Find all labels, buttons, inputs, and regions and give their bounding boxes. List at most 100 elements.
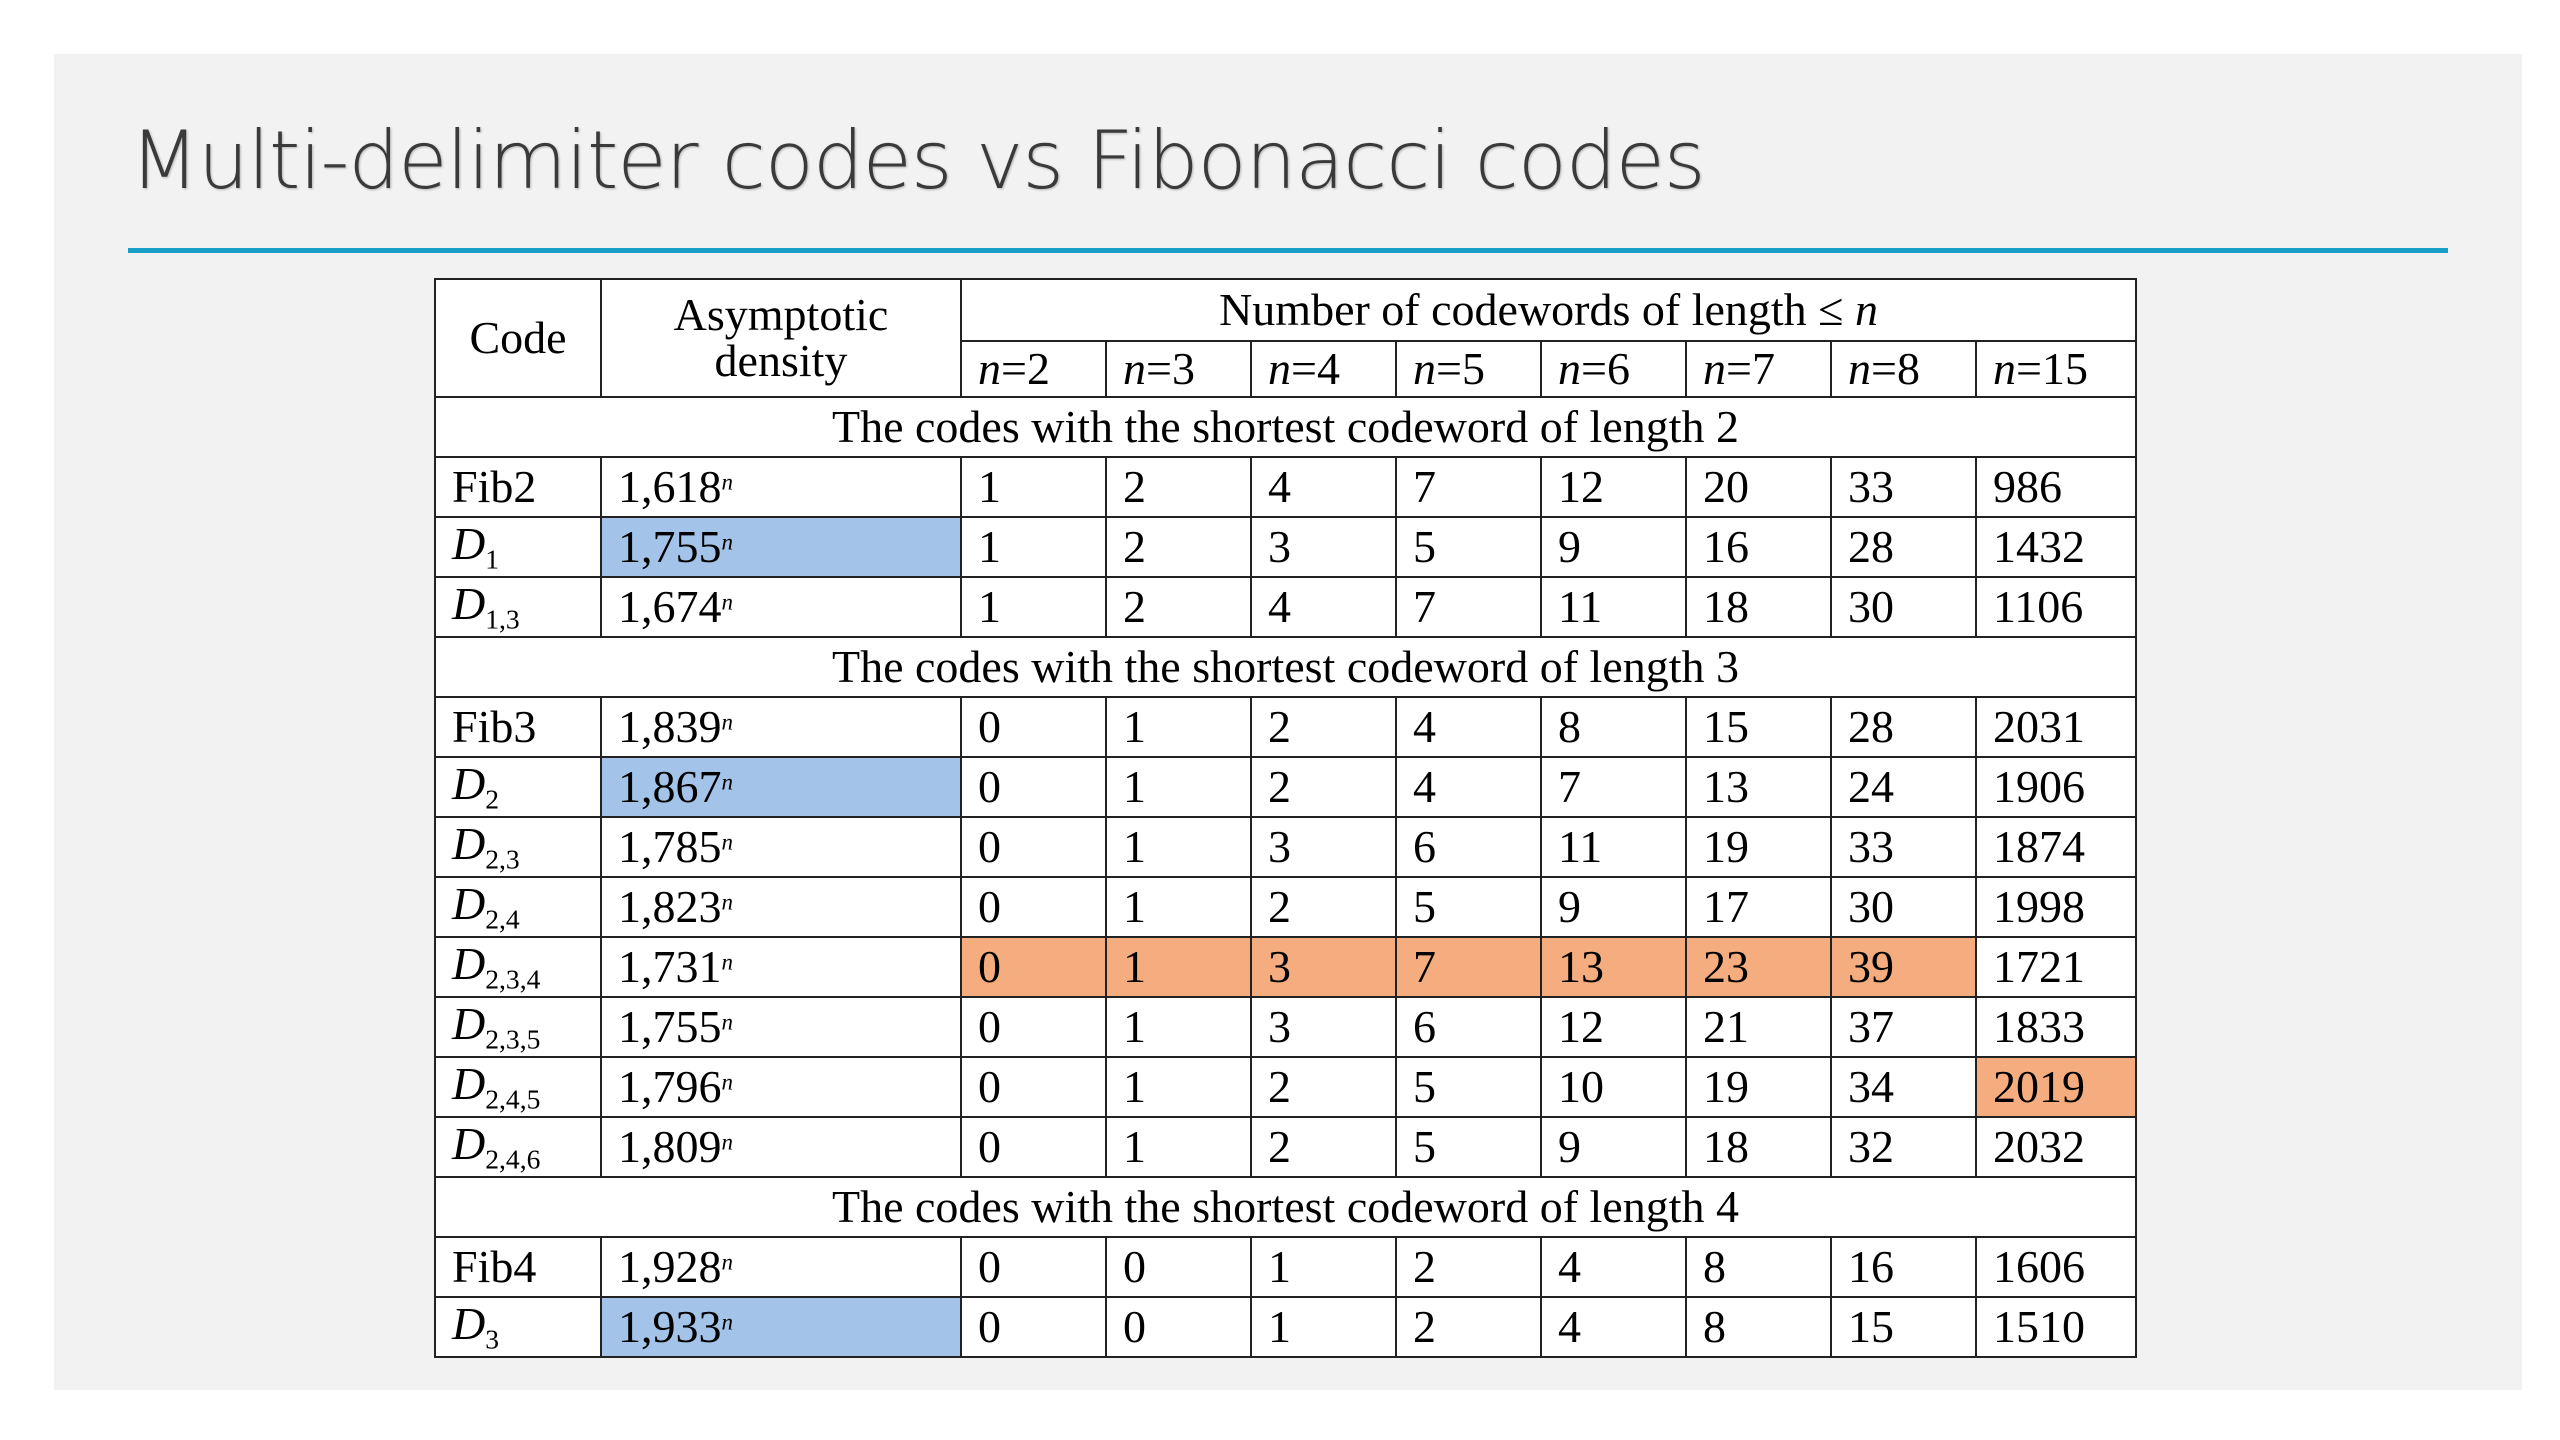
count-cell: 34 bbox=[1830, 1056, 1977, 1118]
code-cell: D1,3 bbox=[434, 576, 602, 638]
count-cell: 0 bbox=[1105, 1236, 1252, 1298]
count-cell: 1 bbox=[1105, 756, 1252, 818]
count-cell: 2032 bbox=[1975, 1116, 2137, 1178]
code-subscript: 2,3,5 bbox=[485, 1023, 541, 1055]
header-n-col: n=7 bbox=[1685, 340, 1832, 398]
density-cell: 1,823n bbox=[600, 876, 962, 938]
density-value: 1,839 bbox=[618, 701, 722, 752]
count-cell: 1833 bbox=[1975, 996, 2137, 1058]
density-exponent: n bbox=[721, 889, 734, 915]
density-exponent: n bbox=[721, 769, 734, 795]
count-cell: 1 bbox=[960, 456, 1107, 518]
code-cell: D2,4,6 bbox=[434, 1116, 602, 1178]
count-cell: 37 bbox=[1830, 996, 1977, 1058]
header-codeword-count: Number of codewords of length ≤ n bbox=[960, 278, 2137, 342]
header-group-text: Number of codewords of length ≤ bbox=[1219, 284, 1855, 335]
code-cell: D1 bbox=[434, 516, 602, 578]
density-exponent: n bbox=[721, 1069, 734, 1095]
density-cell: 1,839n bbox=[600, 696, 962, 758]
count-cell: 1 bbox=[1105, 936, 1252, 998]
count-cell: 8 bbox=[1685, 1236, 1832, 1298]
density-cell: 1,674n bbox=[600, 576, 962, 638]
code-subscript: 2,3,4 bbox=[485, 963, 541, 995]
count-cell: 1721 bbox=[1975, 936, 2137, 998]
section-title: The codes with the shortest codeword of … bbox=[434, 636, 2137, 698]
density-exponent: n bbox=[721, 529, 734, 555]
density-exponent: n bbox=[721, 949, 734, 975]
table-row: D1,3 1,674n 1 2 4 7 11 18 30 1106 bbox=[434, 576, 2137, 638]
count-cell: 1106 bbox=[1975, 576, 2137, 638]
code-cell: D2 bbox=[434, 756, 602, 818]
count-cell: 12 bbox=[1540, 996, 1687, 1058]
code-cell: Fib2 bbox=[434, 456, 602, 518]
table-row: D2,3 1,785n 0 1 3 6 11 19 33 1874 bbox=[434, 816, 2137, 878]
count-cell: 0 bbox=[960, 816, 1107, 878]
count-cell: 1432 bbox=[1975, 516, 2137, 578]
header-n-var: n bbox=[1703, 343, 1726, 394]
density-value: 1,755 bbox=[618, 521, 722, 572]
count-cell: 39 bbox=[1830, 936, 1977, 998]
density-value: 1,731 bbox=[618, 941, 722, 992]
count-cell: 9 bbox=[1540, 876, 1687, 938]
code-subscript: 2,4,6 bbox=[485, 1143, 541, 1175]
header-n-col: n=3 bbox=[1105, 340, 1252, 398]
count-cell: 28 bbox=[1830, 516, 1977, 578]
count-cell: 3 bbox=[1250, 816, 1397, 878]
code-name: Fib2 bbox=[452, 461, 537, 512]
header-n-var: n bbox=[1558, 343, 1581, 394]
count-cell: 11 bbox=[1540, 816, 1687, 878]
header-n-var: n bbox=[1993, 343, 2016, 394]
density-cell: 1,618n bbox=[600, 456, 962, 518]
count-cell: 13 bbox=[1685, 756, 1832, 818]
density-cell: 1,933n bbox=[600, 1296, 962, 1358]
table-row: Fib3 1,839n 0 1 2 4 8 15 28 2031 bbox=[434, 696, 2137, 758]
count-cell: 33 bbox=[1830, 816, 1977, 878]
count-cell: 2 bbox=[1395, 1296, 1542, 1358]
header-n-var: n bbox=[1123, 343, 1146, 394]
density-cell: 1,928n bbox=[600, 1236, 962, 1298]
density-value: 1,867 bbox=[618, 761, 722, 812]
density-cell: 1,755n bbox=[600, 516, 962, 578]
count-cell: 30 bbox=[1830, 576, 1977, 638]
count-cell: 3 bbox=[1250, 996, 1397, 1058]
code-name: D bbox=[452, 1057, 486, 1109]
header-n-value: =2 bbox=[1001, 343, 1050, 394]
density-exponent: n bbox=[721, 1309, 734, 1335]
code-name: D bbox=[452, 877, 486, 929]
density-cell: 1,731n bbox=[600, 936, 962, 998]
density-value: 1,928 bbox=[618, 1241, 722, 1292]
code-subscript: 2,4,5 bbox=[485, 1083, 541, 1115]
count-cell: 0 bbox=[960, 756, 1107, 818]
count-cell: 0 bbox=[960, 1236, 1107, 1298]
code-cell: D2,3 bbox=[434, 816, 602, 878]
header-density-line1: Asymptotic bbox=[673, 289, 889, 340]
code-subscript: 1 bbox=[485, 543, 500, 575]
count-cell: 23 bbox=[1685, 936, 1832, 998]
section-title: The codes with the shortest codeword of … bbox=[434, 396, 2137, 458]
count-cell: 6 bbox=[1395, 816, 1542, 878]
density-exponent: n bbox=[721, 469, 734, 495]
header-group-var: n bbox=[1854, 284, 1878, 335]
density-exponent: n bbox=[721, 589, 734, 615]
header-n-col: n=15 bbox=[1975, 340, 2137, 398]
count-cell: 0 bbox=[960, 696, 1107, 758]
density-cell: 1,867n bbox=[600, 756, 962, 818]
code-name: D bbox=[452, 517, 486, 569]
count-cell: 16 bbox=[1830, 1236, 1977, 1298]
header-n-value: =15 bbox=[2016, 343, 2088, 394]
header-n-value: =8 bbox=[1871, 343, 1920, 394]
count-cell: 5 bbox=[1395, 876, 1542, 938]
count-cell: 18 bbox=[1685, 576, 1832, 638]
count-cell: 2031 bbox=[1975, 696, 2137, 758]
header-n-var: n bbox=[1268, 343, 1291, 394]
header-n-col: n=8 bbox=[1830, 340, 1977, 398]
density-value: 1,674 bbox=[618, 581, 722, 632]
count-cell: 7 bbox=[1395, 936, 1542, 998]
count-cell: 4 bbox=[1540, 1236, 1687, 1298]
count-cell: 21 bbox=[1685, 996, 1832, 1058]
count-cell: 2 bbox=[1105, 456, 1252, 518]
header-density: Asymptotic density bbox=[600, 278, 962, 398]
table-row: Fib4 1,928n 0 0 1 2 4 8 16 1606 bbox=[434, 1236, 2137, 1298]
density-value: 1,755 bbox=[618, 1001, 722, 1052]
slide: Multi-delimiter codes vs Fibonacci codes… bbox=[54, 54, 2522, 1390]
